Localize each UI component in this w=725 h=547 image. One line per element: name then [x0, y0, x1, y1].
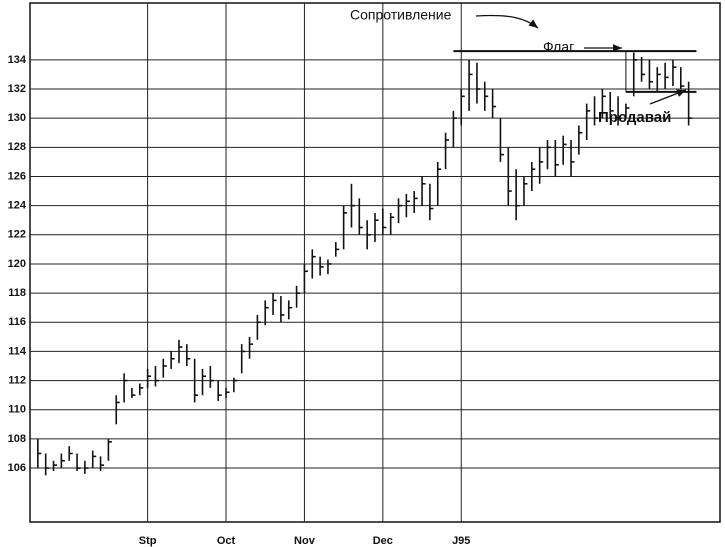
x-tick-label: Oct — [217, 535, 236, 547]
y-tick-label: 128 — [8, 141, 26, 153]
y-tick-label: 110 — [8, 404, 26, 416]
y-tick-label: 124 — [8, 200, 27, 212]
y-tick-label: 126 — [8, 170, 26, 182]
y-tick-label: 114 — [8, 345, 27, 357]
y-tick-label: 130 — [8, 112, 26, 124]
y-tick-label: 134 — [8, 54, 27, 66]
x-tick-label: Nov — [294, 535, 316, 547]
y-tick-label: 108 — [8, 433, 26, 445]
y-tick-label: 122 — [8, 229, 26, 241]
arrow — [649, 89, 687, 105]
flag-label: Флаг — [543, 39, 574, 55]
resistance-label: Сопротивление — [350, 7, 452, 23]
y-tick-label: 112 — [8, 374, 26, 386]
y-tick-label: 106 — [8, 462, 26, 474]
x-tick-label: Stp — [139, 535, 157, 547]
y-tick-label: 116 — [8, 316, 26, 328]
sell-label: Продавай — [598, 109, 671, 126]
arrow — [475, 14, 539, 29]
x-tick-label: J95 — [452, 535, 470, 547]
y-tick-label: 120 — [8, 258, 26, 270]
y-tick-label: 118 — [8, 287, 26, 299]
x-tick-label: Dec — [373, 535, 393, 547]
y-tick-label: 132 — [8, 83, 26, 95]
plot-frame — [29, 2, 721, 523]
